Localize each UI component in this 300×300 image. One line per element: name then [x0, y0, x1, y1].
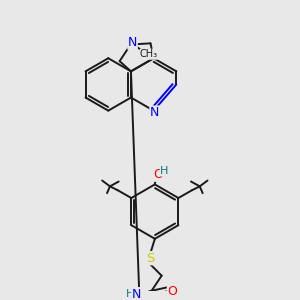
Text: N: N — [128, 36, 137, 49]
Text: S: S — [146, 252, 154, 265]
Text: H: H — [160, 166, 169, 176]
Text: N: N — [150, 106, 159, 119]
Text: O: O — [167, 285, 177, 298]
Text: H: H — [125, 289, 134, 299]
Text: CH₃: CH₃ — [140, 49, 158, 59]
Text: O: O — [153, 168, 163, 181]
Text: N: N — [132, 288, 141, 300]
